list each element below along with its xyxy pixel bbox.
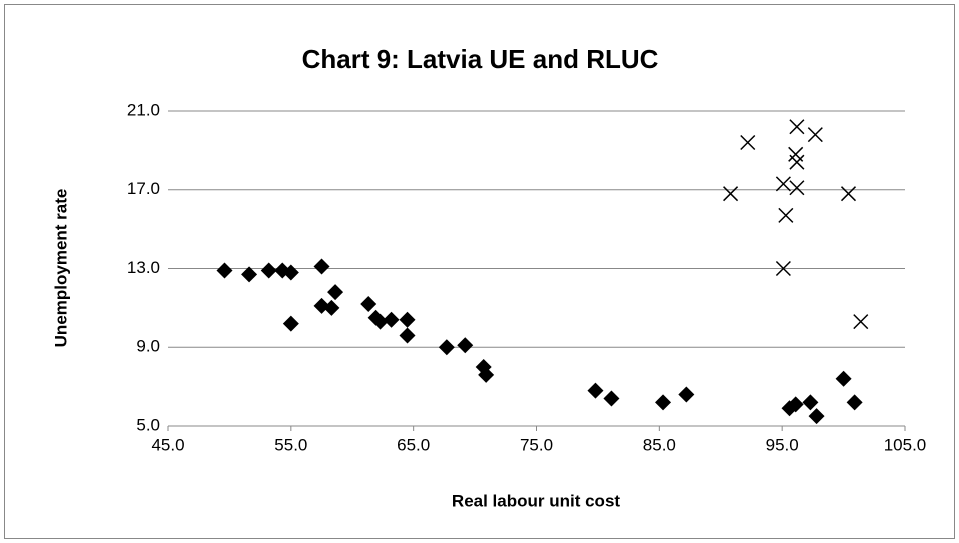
diamond-marker — [323, 299, 340, 316]
x-marker — [853, 314, 869, 330]
x-tick-label: 95.0 — [766, 435, 799, 454]
diamond-marker — [846, 394, 863, 411]
x-marker — [778, 207, 794, 223]
diamond-marker — [241, 266, 258, 283]
y-tick-label: 17.0 — [127, 179, 160, 198]
diamond-marker — [260, 262, 277, 279]
diamond-marker — [399, 327, 416, 344]
x-marker — [789, 119, 805, 135]
x-marker — [789, 154, 805, 170]
diamond-marker — [282, 264, 299, 281]
y-tick-label: 21.0 — [127, 100, 160, 119]
x-axis-title: Real labour unit cost — [452, 491, 620, 510]
x-marker — [807, 127, 823, 143]
diamond-marker — [808, 408, 825, 425]
x-marker — [840, 186, 857, 202]
x-marker — [723, 186, 739, 202]
x-tick-label: 105.0 — [884, 435, 927, 454]
diamond-marker — [313, 258, 330, 275]
diamond-marker — [372, 313, 389, 330]
x-marker — [740, 134, 756, 151]
diamond-marker — [655, 394, 672, 411]
y-tick-label: 9.0 — [136, 337, 160, 356]
diamond-marker — [216, 262, 233, 279]
diamond-marker — [678, 386, 695, 403]
x-tick-label: 65.0 — [397, 435, 430, 454]
diamond-marker — [399, 311, 416, 328]
chart-title: Chart 9: Latvia UE and RLUC — [302, 44, 659, 74]
diamond-marker — [603, 390, 620, 407]
x-tick-label: 85.0 — [643, 435, 676, 454]
x-marker — [789, 180, 805, 196]
diamond-marker — [360, 295, 377, 312]
chart-frame — [4, 4, 955, 539]
y-tick-label: 13.0 — [127, 258, 160, 277]
y-axis-title: Unemployment rate — [51, 189, 70, 348]
y-tick-label: 5.0 — [136, 415, 160, 434]
diamond-marker — [327, 284, 344, 301]
diamond-marker — [383, 311, 400, 328]
diamond-marker — [457, 337, 474, 354]
diamond-marker — [478, 366, 495, 383]
diamond-marker — [802, 394, 819, 411]
diamond-marker — [282, 315, 299, 332]
diamond-marker — [835, 370, 852, 387]
x-tick-label: 55.0 — [274, 435, 307, 454]
diamond-marker — [587, 382, 604, 399]
x-marker — [775, 260, 791, 277]
x-tick-label: 45.0 — [151, 435, 184, 454]
diamond-marker — [787, 396, 804, 413]
x-marker — [775, 176, 791, 192]
x-tick-label: 75.0 — [520, 435, 553, 454]
diamond-marker — [438, 339, 455, 356]
